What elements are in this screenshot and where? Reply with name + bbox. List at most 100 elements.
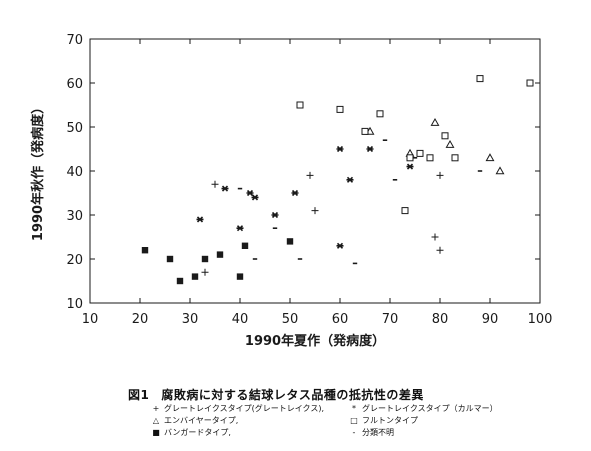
data-point-star <box>236 225 244 232</box>
data-point-square-open <box>416 149 424 157</box>
y-tick-label: 70 <box>66 33 83 48</box>
series-plus <box>201 171 444 276</box>
legend-item-great-lakes: + グレートレイクスタイプ(グレートレイクス), <box>150 403 324 415</box>
legend-symbol: * <box>352 404 356 413</box>
legend-row: △ エンバイヤータイプ, □ フルトンタイプ <box>150 415 530 427</box>
series-square-filled <box>141 238 294 285</box>
series-star <box>196 145 414 249</box>
data-point-square-filled <box>166 255 174 263</box>
data-point-square-open <box>441 132 449 140</box>
data-point-star <box>196 216 204 223</box>
series-triangle <box>365 117 505 175</box>
legend-item-empire: △ エンバイヤータイプ, <box>150 415 238 427</box>
data-points <box>141 75 534 285</box>
legend-row: + グレートレイクスタイプ(グレートレイクス), * グレートレイクスタイプ（カルマ… <box>150 403 530 415</box>
data-point-plus <box>436 171 444 179</box>
data-point-star <box>406 163 414 170</box>
data-point-star <box>246 189 254 197</box>
data-point-square-open <box>526 79 534 87</box>
data-point-square-open <box>451 154 459 162</box>
y-tick-label: 30 <box>66 209 83 224</box>
figure-caption: 図1 腐敗病に対する結球レタス品種の抵抗性の差異 <box>128 386 424 403</box>
legend-label: エンバイヤータイプ, <box>164 416 239 425</box>
data-point-star <box>271 211 279 219</box>
data-point-square-filled <box>176 277 184 285</box>
legend-symbol: + <box>152 404 160 413</box>
data-point-triangle <box>430 117 440 126</box>
data-point-square-open <box>401 207 409 215</box>
legend-label: グレートレイクスタイプ(グレートレイクス), <box>164 404 324 413</box>
legend-symbol: △ <box>152 416 160 425</box>
x-tick-label: 20 <box>132 312 149 327</box>
data-point-star <box>346 176 354 183</box>
data-point-square-open <box>426 154 434 162</box>
y-tick-label: 60 <box>66 77 83 92</box>
y-tick-label: 50 <box>66 121 83 136</box>
axis-ticks <box>89 38 541 304</box>
data-point-plus <box>311 207 319 215</box>
legend-symbol: ■ <box>152 428 160 437</box>
data-point-plus <box>436 246 444 254</box>
plot-frame <box>89 38 541 304</box>
series-square-open <box>296 75 534 215</box>
y-tick-label: 20 <box>66 253 83 268</box>
figure-number: 図1 <box>128 388 150 402</box>
y-tick-label: 40 <box>66 165 83 180</box>
data-point-square-filled <box>191 273 199 280</box>
data-point-star <box>366 145 374 153</box>
data-point-square-filled <box>236 273 244 280</box>
data-point-star <box>291 189 299 197</box>
y-tick-labels: 10 20 30 40 50 60 70 <box>66 33 83 312</box>
legend-label: 分類不明 <box>362 428 394 437</box>
x-tick-label: 10 <box>82 312 99 327</box>
data-point-plus <box>431 233 439 241</box>
data-point-star <box>336 145 344 153</box>
x-tick-label: 30 <box>182 312 199 327</box>
data-point-triangle <box>445 139 455 148</box>
legend-item-fulton: □ フルトンタイプ <box>348 415 418 427</box>
data-point-star <box>336 242 344 249</box>
x-tick-label: 90 <box>482 312 499 327</box>
x-axis-label: 1990年夏作（発病度） <box>245 333 385 349</box>
data-point-square-filled <box>141 247 149 254</box>
data-point-square-open <box>296 101 304 109</box>
x-tick-label: 80 <box>432 312 449 327</box>
legend-item-calmar: * グレートレイクスタイプ（カルマー） <box>348 403 498 415</box>
y-tick-label: 10 <box>66 297 83 312</box>
data-point-square-filled <box>201 255 209 263</box>
x-tick-label: 60 <box>332 312 349 327</box>
data-point-triangle <box>485 153 495 162</box>
legend-label: バンガードタイプ, <box>164 428 231 437</box>
data-point-star <box>251 194 259 201</box>
x-tick-label: 70 <box>382 312 399 327</box>
data-point-square-open <box>361 127 369 135</box>
data-point-square-open <box>406 154 414 162</box>
data-point-square-open <box>476 75 484 83</box>
legend-item-unknown: - 分類不明 <box>348 427 394 439</box>
legend: + グレートレイクスタイプ(グレートレイクス), * グレートレイクスタイプ（カルマ… <box>150 403 530 439</box>
y-axis-label: 1990年秋作（発病度） <box>30 101 46 241</box>
data-point-plus <box>211 180 219 188</box>
data-point-square-filled <box>286 238 294 245</box>
data-point-square-filled <box>216 251 224 258</box>
legend-label: グレートレイクスタイプ（カルマー） <box>362 404 498 413</box>
legend-label: フルトンタイプ <box>362 416 418 425</box>
data-point-triangle <box>495 166 505 175</box>
scatter-chart: 10 20 30 40 50 60 70 80 90 100 10 20 30 40 50 60 70 199… <box>30 33 553 349</box>
data-point-square-open <box>336 105 344 113</box>
legend-item-vanguard: ■ バンガードタイプ, <box>150 427 231 439</box>
data-point-star <box>221 185 229 192</box>
series-dash <box>237 139 483 265</box>
x-tick-labels: 10 20 30 40 50 60 70 80 90 100 <box>82 312 553 327</box>
data-point-plus <box>201 268 209 276</box>
x-tick-label: 40 <box>232 312 249 327</box>
figure-title: 腐敗病に対する結球レタス品種の抵抗性の差異 <box>161 388 424 402</box>
data-point-square-filled <box>241 242 249 249</box>
data-point-square-open <box>376 110 384 118</box>
legend-symbol: - <box>352 428 356 437</box>
x-tick-label: 100 <box>528 312 553 327</box>
data-point-plus <box>306 171 314 179</box>
x-tick-label: 50 <box>282 312 299 327</box>
legend-symbol: □ <box>350 416 358 425</box>
legend-row: ■ バンガードタイプ, - 分類不明 <box>150 427 530 439</box>
